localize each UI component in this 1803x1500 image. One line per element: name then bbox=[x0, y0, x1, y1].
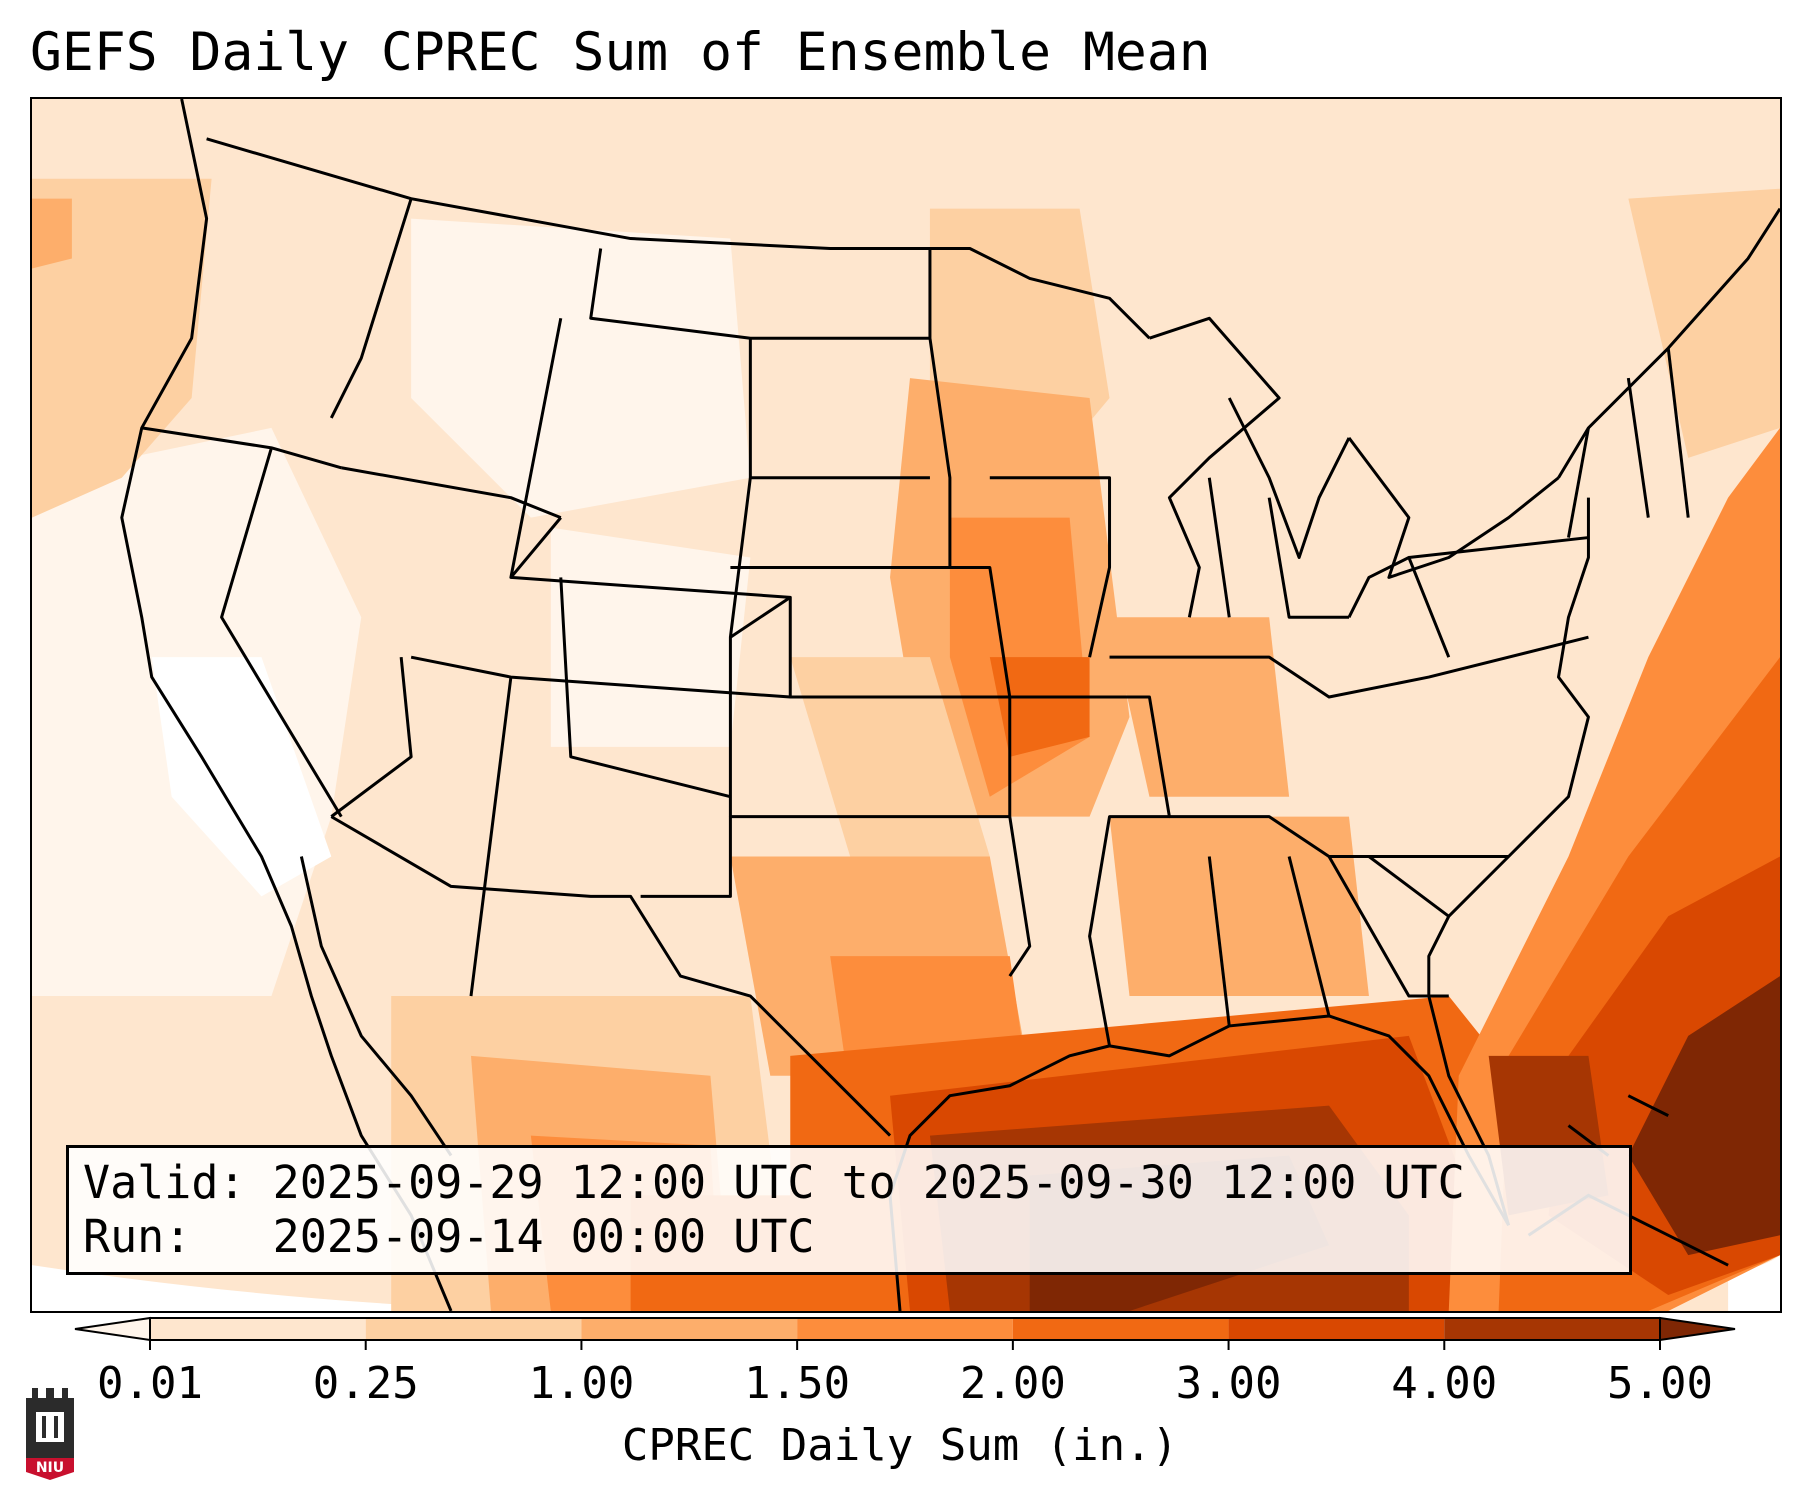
colorbar-tick-label: 2.00 bbox=[960, 1358, 1066, 1409]
colorbar-tick-label: 4.00 bbox=[1391, 1358, 1497, 1409]
colorbar-segment bbox=[1228, 1318, 1445, 1340]
map-panel bbox=[30, 97, 1782, 1313]
colorbar-extend-low bbox=[74, 1316, 151, 1342]
colorbar-extend-high bbox=[1659, 1316, 1736, 1342]
colorbar-tick-label: 0.01 bbox=[97, 1358, 203, 1409]
colorbar-segments bbox=[74, 1316, 1736, 1342]
colorbar-tick-label: 1.50 bbox=[744, 1358, 850, 1409]
colorbar-tick-label: 1.00 bbox=[528, 1358, 634, 1409]
state-borders bbox=[120, 99, 1780, 1311]
colorbar-ticks: 0.01 0.25 1.00 1.50 2.00 3.00 4.00 5.00 bbox=[97, 1340, 1713, 1409]
projection-edge bbox=[32, 1265, 831, 1311]
chart-title: GEFS Daily CPREC Sum of Ensemble Mean bbox=[30, 22, 1211, 83]
colorbar-label: CPREC Daily Sum (in.) bbox=[622, 1420, 1178, 1471]
colorbar-outline bbox=[149, 1317, 1661, 1341]
valid-label: Valid: bbox=[83, 1156, 246, 1209]
precipitation-map bbox=[32, 99, 1780, 1311]
colorbar-tick-label: 0.25 bbox=[313, 1358, 419, 1409]
projection-edge bbox=[1728, 1255, 1780, 1311]
colorbar-segment bbox=[150, 1318, 366, 1340]
colorbar-tick-label: 5.00 bbox=[1607, 1358, 1713, 1409]
colorbar-segment bbox=[365, 1318, 582, 1340]
colorbar: 0.01 0.25 1.00 1.50 2.00 3.00 4.00 5.00 CPREC D… bbox=[74, 1316, 1736, 1471]
colorbar-segment bbox=[797, 1318, 1013, 1340]
run-time: 2025-09-14 00:00 UTC bbox=[272, 1210, 815, 1263]
colorbar-segment bbox=[1012, 1318, 1229, 1340]
niu-logo: NIU bbox=[26, 1388, 74, 1480]
colorbar-segment bbox=[581, 1318, 798, 1340]
colorbar-tick-label: 3.00 bbox=[1176, 1358, 1282, 1409]
colorbar-segment bbox=[1444, 1318, 1660, 1340]
run-label: Run: bbox=[83, 1210, 192, 1263]
logo-text: NIU bbox=[36, 1460, 64, 1476]
valid-time: 2025-09-29 12:00 UTC to 2025-09-30 12:00… bbox=[272, 1156, 1465, 1209]
validity-info-box: Valid: 2025-09-29 12:00 UTC to 2025-09-3… bbox=[66, 1145, 1632, 1275]
